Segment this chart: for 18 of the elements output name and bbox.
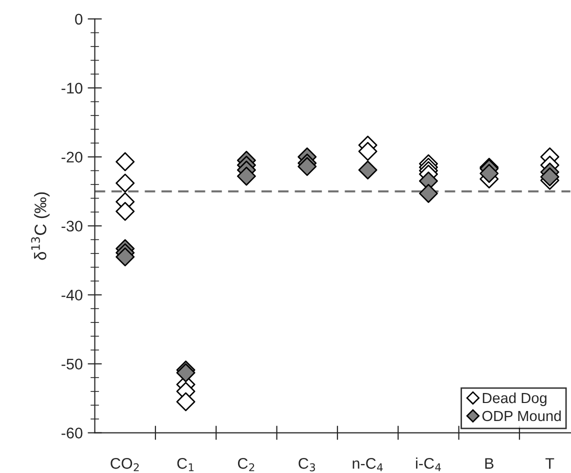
x-tick-label: T	[545, 458, 554, 469]
y-tick-label: -30	[62, 220, 82, 232]
y-tick-label: -10	[62, 82, 82, 94]
y-tick-label: -20	[62, 152, 82, 163]
legend-label: Dead Dog	[482, 392, 546, 406]
x-tick-label: B	[485, 458, 494, 469]
y-tick-label: -40	[62, 290, 82, 301]
y-tick-label: 0	[75, 14, 82, 25]
x-tick-label: C$_{3}$	[298, 458, 316, 472]
x-tick-label: CO$_{2}$	[110, 458, 139, 472]
y-tick-label: -50	[62, 358, 82, 370]
x-tick-label: C$_{2}$	[238, 458, 254, 472]
legend-label: ODP Mound	[482, 410, 561, 422]
x-tick-label: C$_{1}$	[177, 458, 194, 472]
x-tick-label: n-C$_{4}$	[352, 458, 383, 472]
y-tick-label: -60	[62, 428, 82, 438]
y-axis-title: δ$^{13}$C (‰)	[31, 192, 50, 260]
x-tick-label: i-C$_{4}$	[416, 458, 441, 472]
